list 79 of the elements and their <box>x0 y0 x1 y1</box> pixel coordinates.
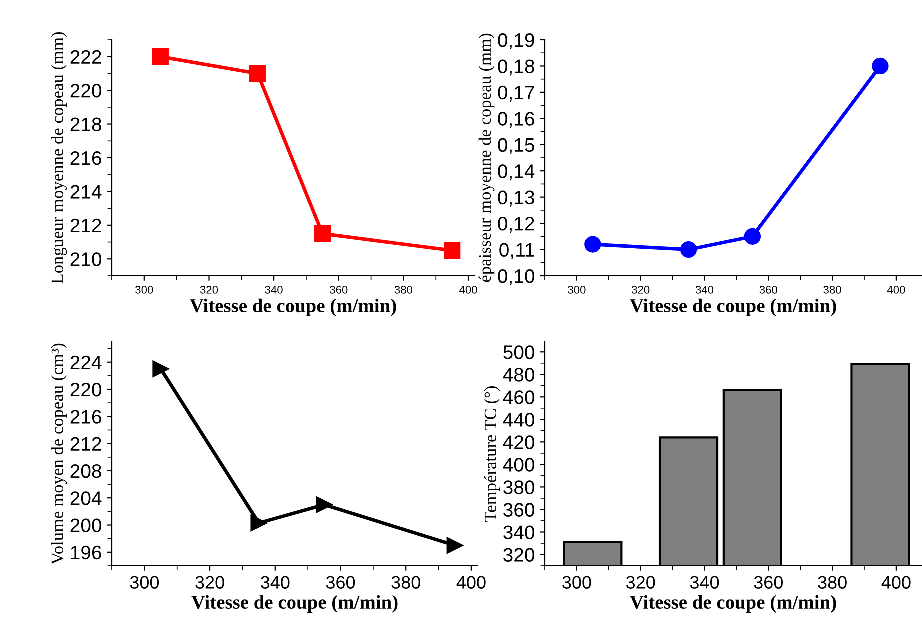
y-tick-label: 460 <box>503 390 535 404</box>
x-tick-label: 380 <box>392 576 420 589</box>
y-tick-label: 360 <box>504 503 535 517</box>
point <box>584 236 602 253</box>
y-tick-label: 220 <box>70 84 102 98</box>
y-tick-label: 200 <box>70 518 102 533</box>
y-axis-title: Longueur moyenne de copeau (mm) <box>51 32 68 284</box>
y-tick-label: 210 <box>70 252 102 266</box>
y-tick-label: 0,19 <box>498 33 534 50</box>
y-tick-label: 500 <box>504 346 535 360</box>
y-tick-label: 440 <box>503 413 535 427</box>
y-tick-label: 380 <box>504 480 535 494</box>
x-tick-label: 320 <box>200 286 218 294</box>
x-tick-label: 360 <box>330 286 348 294</box>
point <box>250 65 266 82</box>
y-axis-title: épaisseur moyenne de copeau (mm) <box>478 34 495 282</box>
x-tick-label: 400 <box>887 286 906 294</box>
point <box>250 514 268 532</box>
y-tick-label: 480 <box>503 368 535 382</box>
point <box>446 537 464 554</box>
y-tick-label: 224 <box>70 356 102 370</box>
y-tick-label: 340 <box>504 526 535 540</box>
y-tick-label: 0,18 <box>498 60 534 76</box>
point <box>152 360 170 378</box>
y-tick-label: 0,13 <box>498 190 534 207</box>
point <box>314 226 332 242</box>
x-axis-title: Vitesse de coupe (m/min) <box>192 595 398 613</box>
point <box>152 48 169 66</box>
y-tick-label: 0,17 <box>498 86 534 102</box>
x-axis-title: Vitesse de coupe (m/min) <box>190 298 396 316</box>
x-tick-label: 400 <box>456 576 486 589</box>
x-tick-label: 360 <box>326 576 356 589</box>
point <box>444 242 461 260</box>
x-tick-label: 340 <box>696 286 714 294</box>
y-tick-label: 0,15 <box>498 138 534 154</box>
y-tick-label: 220 <box>70 382 102 397</box>
x-tick-label: 340 <box>265 286 283 294</box>
y-tick-label: 320 <box>504 548 535 562</box>
x-tick-label: 380 <box>394 286 413 294</box>
x-tick-label: 300 <box>136 286 154 294</box>
x-tick-label: 380 <box>824 286 842 294</box>
y-tick-label: 212 <box>70 437 102 451</box>
y-tick-label: 400 <box>503 458 535 472</box>
y-tick-label: 204 <box>70 492 102 506</box>
x-tick-label: 300 <box>568 286 586 294</box>
x-tick-label: 320 <box>626 576 656 589</box>
y-tick-label: 216 <box>70 410 102 424</box>
x-tick-label: 300 <box>130 576 160 589</box>
point <box>680 241 698 258</box>
y-tick-label: 218 <box>70 118 102 132</box>
y-tick-label: 0,10 <box>498 269 535 286</box>
x-tick-label: 320 <box>632 286 650 294</box>
y-tick-label: 0,11 <box>500 243 534 260</box>
y-axis-title: Volume moyen de copeau (cm³) <box>51 344 68 565</box>
x-tick-label: 320 <box>196 576 224 589</box>
x-tick-label: 300 <box>562 576 592 589</box>
y-tick-label: 212 <box>70 218 102 232</box>
y-tick-label: 208 <box>70 464 102 478</box>
y-tick-label: 420 <box>503 436 535 450</box>
y-tick-label: 0,12 <box>498 217 534 234</box>
point <box>316 496 333 514</box>
x-tick-label: 340 <box>261 576 290 589</box>
point <box>744 228 762 245</box>
point <box>872 58 889 75</box>
y-tick-label: 214 <box>70 185 102 199</box>
x-axis-title: Vitesse de coupe (m/min) <box>630 298 836 316</box>
x-tick-label: 360 <box>754 576 783 589</box>
y-tick-label: 0,16 <box>498 112 534 128</box>
x-tick-label: 400 <box>460 286 478 294</box>
x-tick-label: 380 <box>818 576 847 589</box>
y-tick-label: 222 <box>70 50 102 64</box>
x-tick-label: 360 <box>760 286 778 294</box>
x-tick-label: 340 <box>690 576 720 589</box>
x-axis-title: Vitesse de coupe (m/min) <box>630 595 836 613</box>
y-tick-label: 0,14 <box>498 164 535 181</box>
y-axis-title: Température TC (°) <box>484 386 500 522</box>
y-tick-label: 216 <box>70 151 102 166</box>
x-tick-label: 400 <box>882 576 911 589</box>
y-tick-label: 196 <box>71 546 102 560</box>
